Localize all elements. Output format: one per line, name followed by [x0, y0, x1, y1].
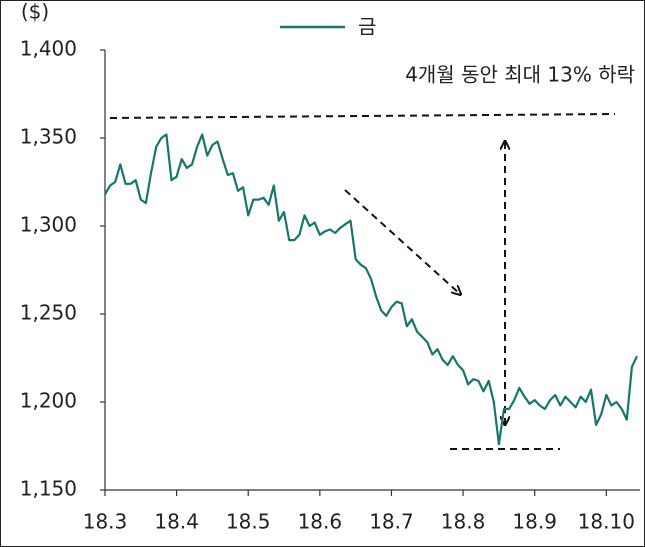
- y-tick-label: 1,350: [20, 125, 77, 149]
- trend-arrow: [344, 189, 460, 294]
- x-tick-label: 18.4: [154, 510, 199, 534]
- y-unit: ($): [21, 0, 49, 24]
- y-tick-label: 1,200: [20, 389, 77, 413]
- x-tick-label: 18.5: [226, 510, 271, 534]
- annotation: 4개월 동안 최대 13% 하락: [405, 63, 635, 87]
- x-tick-label: 18.9: [512, 510, 557, 534]
- x-tick-label: 18.6: [298, 510, 343, 534]
- x-tick-label: 18.7: [369, 510, 414, 534]
- y-tick-label: 1,150: [20, 477, 77, 501]
- y-tick-label: 1,300: [20, 213, 77, 237]
- legend-label: 금: [358, 15, 376, 39]
- y-tick-label: 1,400: [20, 37, 77, 61]
- x-tick-label: 18.10: [578, 510, 635, 534]
- high-level-line: [109, 113, 616, 119]
- x-tick-label: 18.8: [441, 510, 486, 534]
- x-tick-label: 18.3: [83, 510, 128, 534]
- series-line: [104, 133, 638, 446]
- y-tick-label: 1,250: [20, 301, 77, 325]
